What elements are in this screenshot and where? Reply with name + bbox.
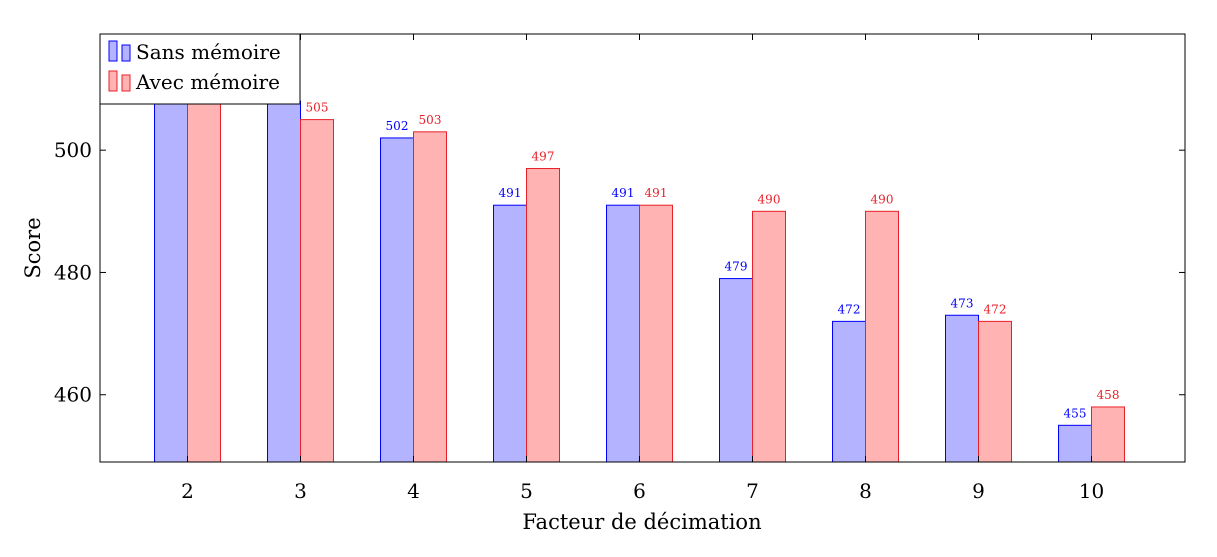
x-tick-label-7: 7 — [746, 479, 759, 503]
bar-sans-memoire-8 — [832, 320, 866, 463]
x-tick-label-5: 5 — [520, 479, 533, 503]
legend-swatch-avec-memoire-a — [108, 70, 118, 92]
data-label-sans-memoire-10: 455 — [1064, 406, 1087, 420]
bar-sans-memoire-5 — [493, 204, 527, 463]
x-tick-label-9: 9 — [972, 479, 985, 503]
data-label-avec-memoire-8: 490 — [871, 192, 894, 206]
x-tick-label-10: 10 — [1079, 479, 1104, 503]
bar-sans-memoire-10 — [1058, 424, 1092, 463]
data-label-avec-memoire-6: 491 — [645, 186, 668, 200]
x-tick-label-2: 2 — [181, 479, 194, 503]
x-tick-label-8: 8 — [859, 479, 872, 503]
data-label-avec-memoire-4: 503 — [419, 113, 442, 127]
legend: Sans mémoire Avec mémoire — [99, 33, 301, 105]
bar-avec-memoire-6 — [639, 204, 673, 463]
legend-label-avec-memoire: Avec mémoire — [135, 70, 280, 94]
plot-area-frame — [99, 33, 1186, 463]
y-axis-label: Score — [21, 217, 45, 278]
y-tick-label-480: 480 — [54, 260, 92, 284]
x-tick-label-4: 4 — [407, 479, 420, 503]
legend-swatch-sans-memoire-b — [121, 44, 131, 62]
data-label-avec-memoire-7: 490 — [758, 192, 781, 206]
data-label-sans-memoire-4: 502 — [386, 119, 409, 133]
legend-box — [99, 33, 301, 105]
legend-swatch-sans-memoire-a — [108, 40, 118, 62]
bar-avec-memoire-5 — [526, 168, 560, 463]
data-label-sans-memoire-9: 473 — [951, 296, 974, 310]
x-axis: 2 3 4 5 6 7 8 9 10 — [181, 34, 1104, 503]
bar-avec-memoire-3 — [300, 119, 334, 463]
data-label-avec-memoire-10: 458 — [1097, 388, 1120, 402]
legend-swatch-avec-memoire-b — [121, 74, 131, 92]
legend-label-sans-memoire: Sans mémoire — [136, 40, 281, 64]
bar-avec-memoire-4 — [413, 131, 447, 463]
bars-layer — [154, 88, 1125, 463]
bar-sans-memoire-6 — [606, 204, 640, 463]
bar-avec-memoire-9 — [978, 320, 1012, 463]
data-label-avec-memoire-3: 505 — [306, 101, 329, 115]
data-label-avec-memoire-9: 472 — [984, 302, 1007, 316]
data-label-avec-memoire-5: 497 — [532, 150, 555, 164]
bar-avec-memoire-10 — [1091, 406, 1125, 463]
data-label-sans-memoire-7: 479 — [725, 260, 748, 274]
y-axis: 460 480 500 — [54, 138, 1185, 407]
x-tick-label-3: 3 — [294, 479, 307, 503]
bar-sans-memoire-4 — [380, 137, 414, 463]
bar-avec-memoire-7 — [752, 210, 786, 463]
bar-avec-memoire-8 — [865, 210, 899, 463]
data-label-sans-memoire-8: 472 — [838, 302, 861, 316]
bar-sans-memoire-9 — [945, 314, 979, 463]
y-tick-label-460: 460 — [54, 383, 92, 407]
bar-sans-memoire-2 — [154, 88, 188, 463]
bar-avec-memoire-2 — [187, 88, 221, 463]
x-axis-label: Facteur de décimation — [522, 510, 761, 534]
data-labels-layer: 505 502 503 491 497 491 491 479 490 472 490 473 472 4… — [306, 101, 1120, 421]
data-label-sans-memoire-5: 491 — [499, 186, 522, 200]
y-tick-label-500: 500 — [54, 138, 92, 162]
data-label-sans-memoire-6: 491 — [612, 186, 635, 200]
x-tick-label-6: 6 — [633, 479, 646, 503]
bar-sans-memoire-7 — [719, 278, 753, 463]
bar-sans-memoire-3 — [267, 100, 301, 463]
